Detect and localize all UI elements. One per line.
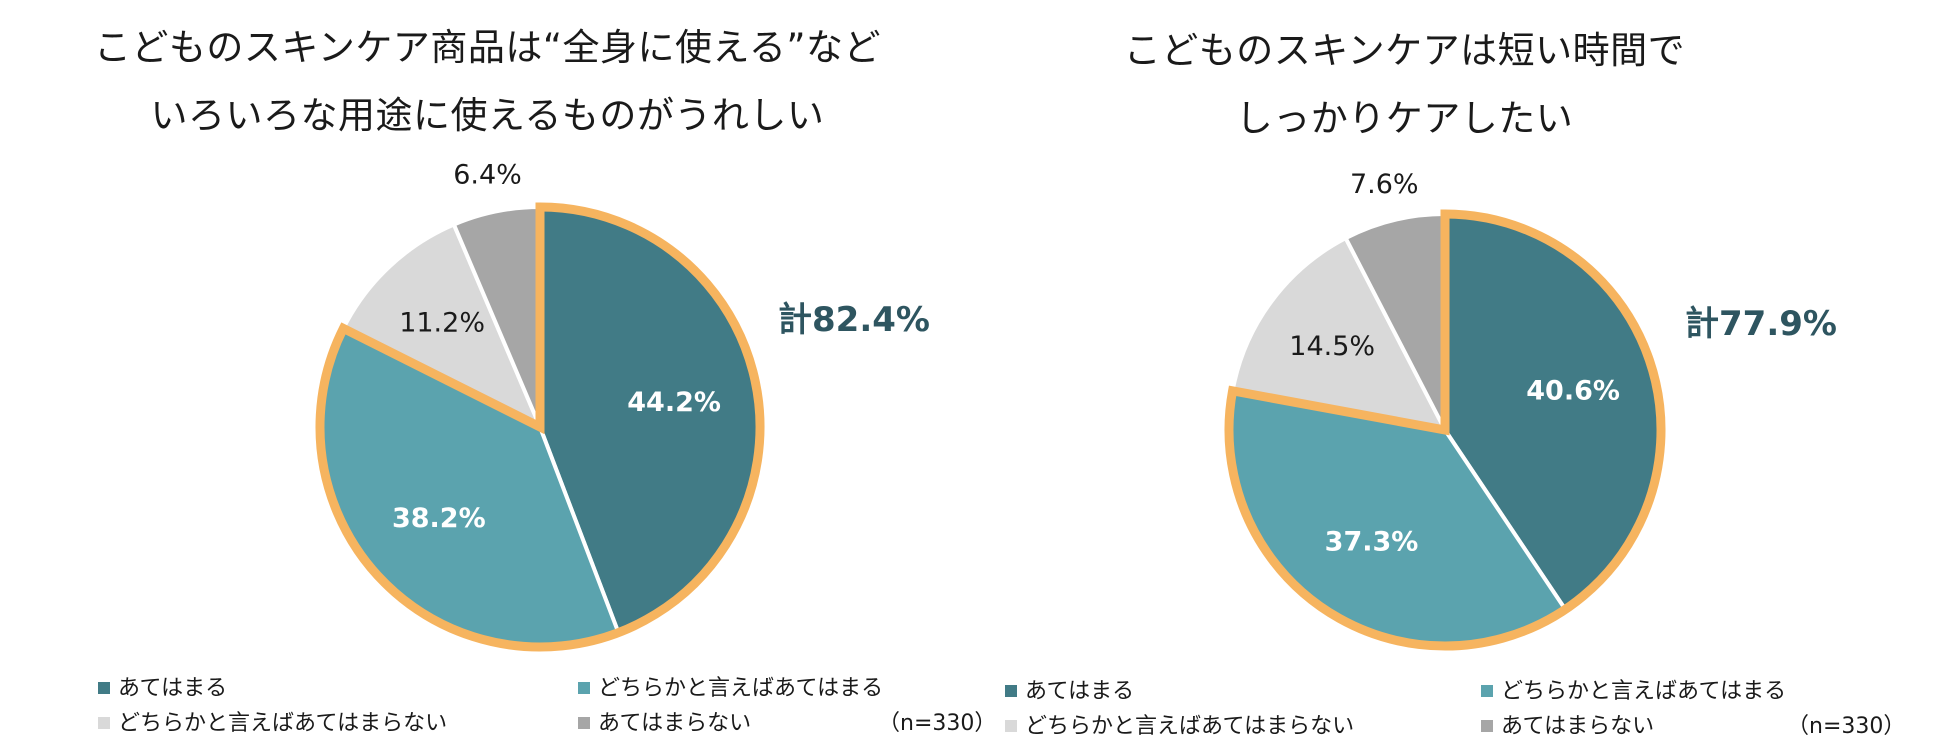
sample-size-note: （n=330） [878,711,997,736]
chart-panel-left: こどものスキンケア商品は“全身に使える”など いろいろな用途に使えるものがうれし… [0,14,996,737]
sample-size-note: （n=330） [1787,714,1906,739]
chart-panel-right: こどものスキンケアは短い時間で しっかりケアしたい 40.6% 37.3% 14.5… [975,0,1950,742]
legend-item-agree: あてはまる [1005,673,1134,705]
legend-label: あてはまる [1025,679,1135,704]
pie-chart: 44.2% 38.2% 11.2% 6.4% [315,160,765,652]
chart-title-line-1: こどものスキンケア商品は“全身に使える”など [93,26,882,69]
data-label: 37.3% [1325,526,1419,557]
legend-label: どちらかと言えばあてはまる [598,676,884,701]
legend-swatch [1005,720,1017,732]
legend-swatch [1481,685,1493,697]
data-label: 14.5% [1289,331,1375,362]
legend-label: あてはまらない [1501,714,1655,739]
legend-swatch [1481,720,1493,732]
legend-item-agree: あてはまる [98,670,227,702]
chart-title-line-2: いろいろな用途に使えるものがうれしい [150,94,825,137]
data-label: 38.2% [392,503,486,534]
total-label: 計77.9% [1685,304,1837,344]
legend-swatch [578,717,590,729]
data-label: 7.6% [1350,169,1419,200]
pie-slice-somewhat-disagree [1230,236,1447,432]
legend-swatch [98,717,110,729]
data-label: 40.6% [1526,376,1620,407]
legend-swatch [98,682,110,694]
highlight-outline [1224,209,1666,651]
data-label: 11.2% [399,307,485,338]
legend-swatch [1005,685,1017,697]
legend-item-somewhat-disagree: どちらかと言えばあてはまらない [98,705,447,737]
data-label: 44.2% [627,387,721,418]
legend-item-disagree: あてはまらない [578,705,751,737]
legend-item-somewhat-disagree: どちらかと言えばあてはまらない [1005,708,1354,740]
chart-title: こどものスキンケアは短い時間で しっかりケアしたい [917,17,1892,153]
legend-label: どちらかと言えばあてはまらない [118,711,448,736]
legend-item-somewhat-agree: どちらかと言えばあてはまる [1481,673,1786,705]
highlight-outline [315,202,765,652]
legend-label: どちらかと言えばあてはまる [1501,679,1787,704]
total-label: 計82.4% [778,300,930,340]
legend-label: あてはまる [118,676,228,701]
chart-title-line-1: こどものスキンケアは短い時間で [1123,29,1686,72]
legend-item-disagree: あてはまらない [1481,708,1654,740]
data-label: 6.4% [453,160,522,191]
legend-label: どちらかと言えばあてはまらない [1025,714,1355,739]
chart-title: こどものスキンケア商品は“全身に使える”など いろいろな用途に使えるものがうれし… [0,14,975,150]
chart-title-line-2: しっかりケアしたい [1235,97,1574,140]
pie-chart: 40.6% 37.3% 14.5% 7.6% [1224,169,1666,651]
pie-slice-somewhat-disagree [341,222,542,429]
legend-swatch [578,682,590,694]
legend-item-somewhat-agree: どちらかと言えばあてはまる [578,670,883,702]
legend-label: あてはまらない [598,711,752,736]
